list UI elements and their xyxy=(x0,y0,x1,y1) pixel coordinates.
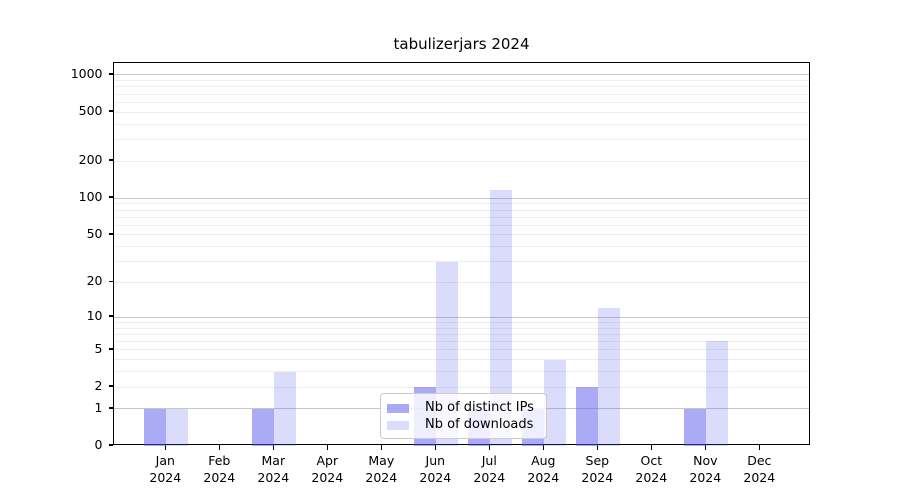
y-axis-tick xyxy=(108,444,113,446)
major-gridline xyxy=(114,197,809,199)
minor-gridline xyxy=(114,123,809,125)
x-axis-tick xyxy=(542,445,545,450)
x-axis-tick-label: Jan 2024 xyxy=(149,453,182,485)
bar-distinct-ips-nov xyxy=(684,408,707,446)
legend-label: Nb of downloads xyxy=(425,417,534,432)
x-axis-tick xyxy=(380,445,383,450)
x-axis-tick xyxy=(164,445,167,450)
plot-area: Nb of distinct IPs Nb of downloads xyxy=(113,62,810,446)
minor-gridline xyxy=(114,333,809,335)
x-axis-tick-label: Apr 2024 xyxy=(311,453,344,485)
bar-distinct-ips-sep xyxy=(576,387,599,446)
minor-gridline xyxy=(114,371,809,373)
minor-gridline xyxy=(114,139,809,140)
bar-downloads-aug xyxy=(544,359,567,446)
minor-gridline xyxy=(114,359,809,361)
x-axis-tick-label: Feb 2024 xyxy=(203,453,236,485)
y-axis-tick xyxy=(108,233,113,235)
y-axis-tick xyxy=(108,315,113,317)
legend-item: Nb of distinct IPs xyxy=(387,400,537,416)
x-axis-tick xyxy=(326,445,329,450)
x-axis-tick-label: Dec 2024 xyxy=(743,453,776,485)
y-axis-tick xyxy=(108,385,113,387)
x-axis-tick-label: Jul 2024 xyxy=(473,453,506,485)
y-axis-tick-label: 10 xyxy=(86,308,103,324)
minor-gridline xyxy=(114,216,809,218)
x-axis-tick-label: Aug 2024 xyxy=(527,453,560,485)
minor-gridline xyxy=(114,224,809,226)
minor-gridline xyxy=(114,246,809,248)
minor-gridline xyxy=(114,234,809,236)
y-axis-tick xyxy=(108,407,113,409)
minor-gridline xyxy=(114,386,809,388)
x-axis-tick-label: Mar 2024 xyxy=(257,453,290,485)
y-axis-tick xyxy=(108,73,113,75)
bar-distinct-ips-mar xyxy=(252,408,275,446)
y-axis-tick xyxy=(108,110,113,112)
y-axis-tick-label: 50 xyxy=(86,225,103,241)
minor-gridline xyxy=(114,111,809,113)
minor-gridline xyxy=(114,281,809,283)
minor-gridline xyxy=(114,160,809,162)
y-axis-tick-label: 100 xyxy=(78,189,103,205)
minor-gridline xyxy=(114,340,809,342)
bar-downloads-jul xyxy=(490,189,513,446)
x-axis-tick-label: May 2024 xyxy=(365,453,398,485)
y-axis-tick xyxy=(108,159,113,161)
minor-gridline xyxy=(114,327,809,329)
major-gridline xyxy=(114,74,809,76)
bar-downloads-nov xyxy=(706,341,729,446)
y-axis-tick-label: 1 xyxy=(94,399,103,415)
x-axis-tick xyxy=(758,445,761,450)
y-axis-tick xyxy=(108,196,113,198)
minor-gridline xyxy=(114,93,809,95)
bar-distinct-ips-jan xyxy=(144,408,167,446)
y-axis-tick-label: 1000 xyxy=(70,65,103,81)
x-axis-tick xyxy=(596,445,599,450)
minor-gridline xyxy=(114,349,809,351)
legend-swatch-distinct-ips xyxy=(387,403,409,413)
x-axis-tick-label: Jun 2024 xyxy=(419,453,452,485)
x-axis-tick xyxy=(704,445,707,450)
bar-downloads-jan xyxy=(166,408,189,446)
x-axis-tick xyxy=(272,445,275,450)
legend: Nb of distinct IPs Nb of downloads xyxy=(380,393,547,439)
y-axis-tick-label: 2 xyxy=(94,378,103,393)
x-axis-tick xyxy=(488,445,491,450)
x-axis-tick xyxy=(650,445,653,450)
legend-item: Nb of downloads xyxy=(387,417,537,433)
minor-gridline xyxy=(114,203,809,205)
x-axis-tick-label: Oct 2024 xyxy=(635,453,668,485)
x-axis-tick xyxy=(218,445,221,450)
x-axis-tick-label: Sep 2024 xyxy=(581,453,614,485)
minor-gridline xyxy=(114,261,809,263)
minor-gridline xyxy=(114,321,809,323)
bar-downloads-sep xyxy=(598,308,621,446)
y-axis-tick-label: 500 xyxy=(78,103,103,119)
legend-swatch-downloads xyxy=(387,420,409,430)
minor-gridline xyxy=(114,86,809,88)
y-axis-tick-label: 20 xyxy=(86,273,103,289)
major-gridline xyxy=(114,316,809,318)
y-axis-tick xyxy=(108,348,113,350)
minor-gridline xyxy=(114,209,809,211)
y-axis-tick-label: 5 xyxy=(94,340,103,356)
legend-label: Nb of distinct IPs xyxy=(425,400,534,415)
bar-downloads-mar xyxy=(274,371,297,446)
x-axis-tick xyxy=(434,445,437,450)
chart-title: tabulizerjars 2024 xyxy=(393,35,530,53)
x-axis-tick-label: Nov 2024 xyxy=(689,453,722,485)
minor-gridline xyxy=(114,101,809,103)
y-axis-tick-label: 200 xyxy=(78,152,103,168)
minor-gridline xyxy=(114,80,809,82)
y-axis-tick xyxy=(108,280,113,283)
y-axis-tick-label: 0 xyxy=(94,437,103,452)
